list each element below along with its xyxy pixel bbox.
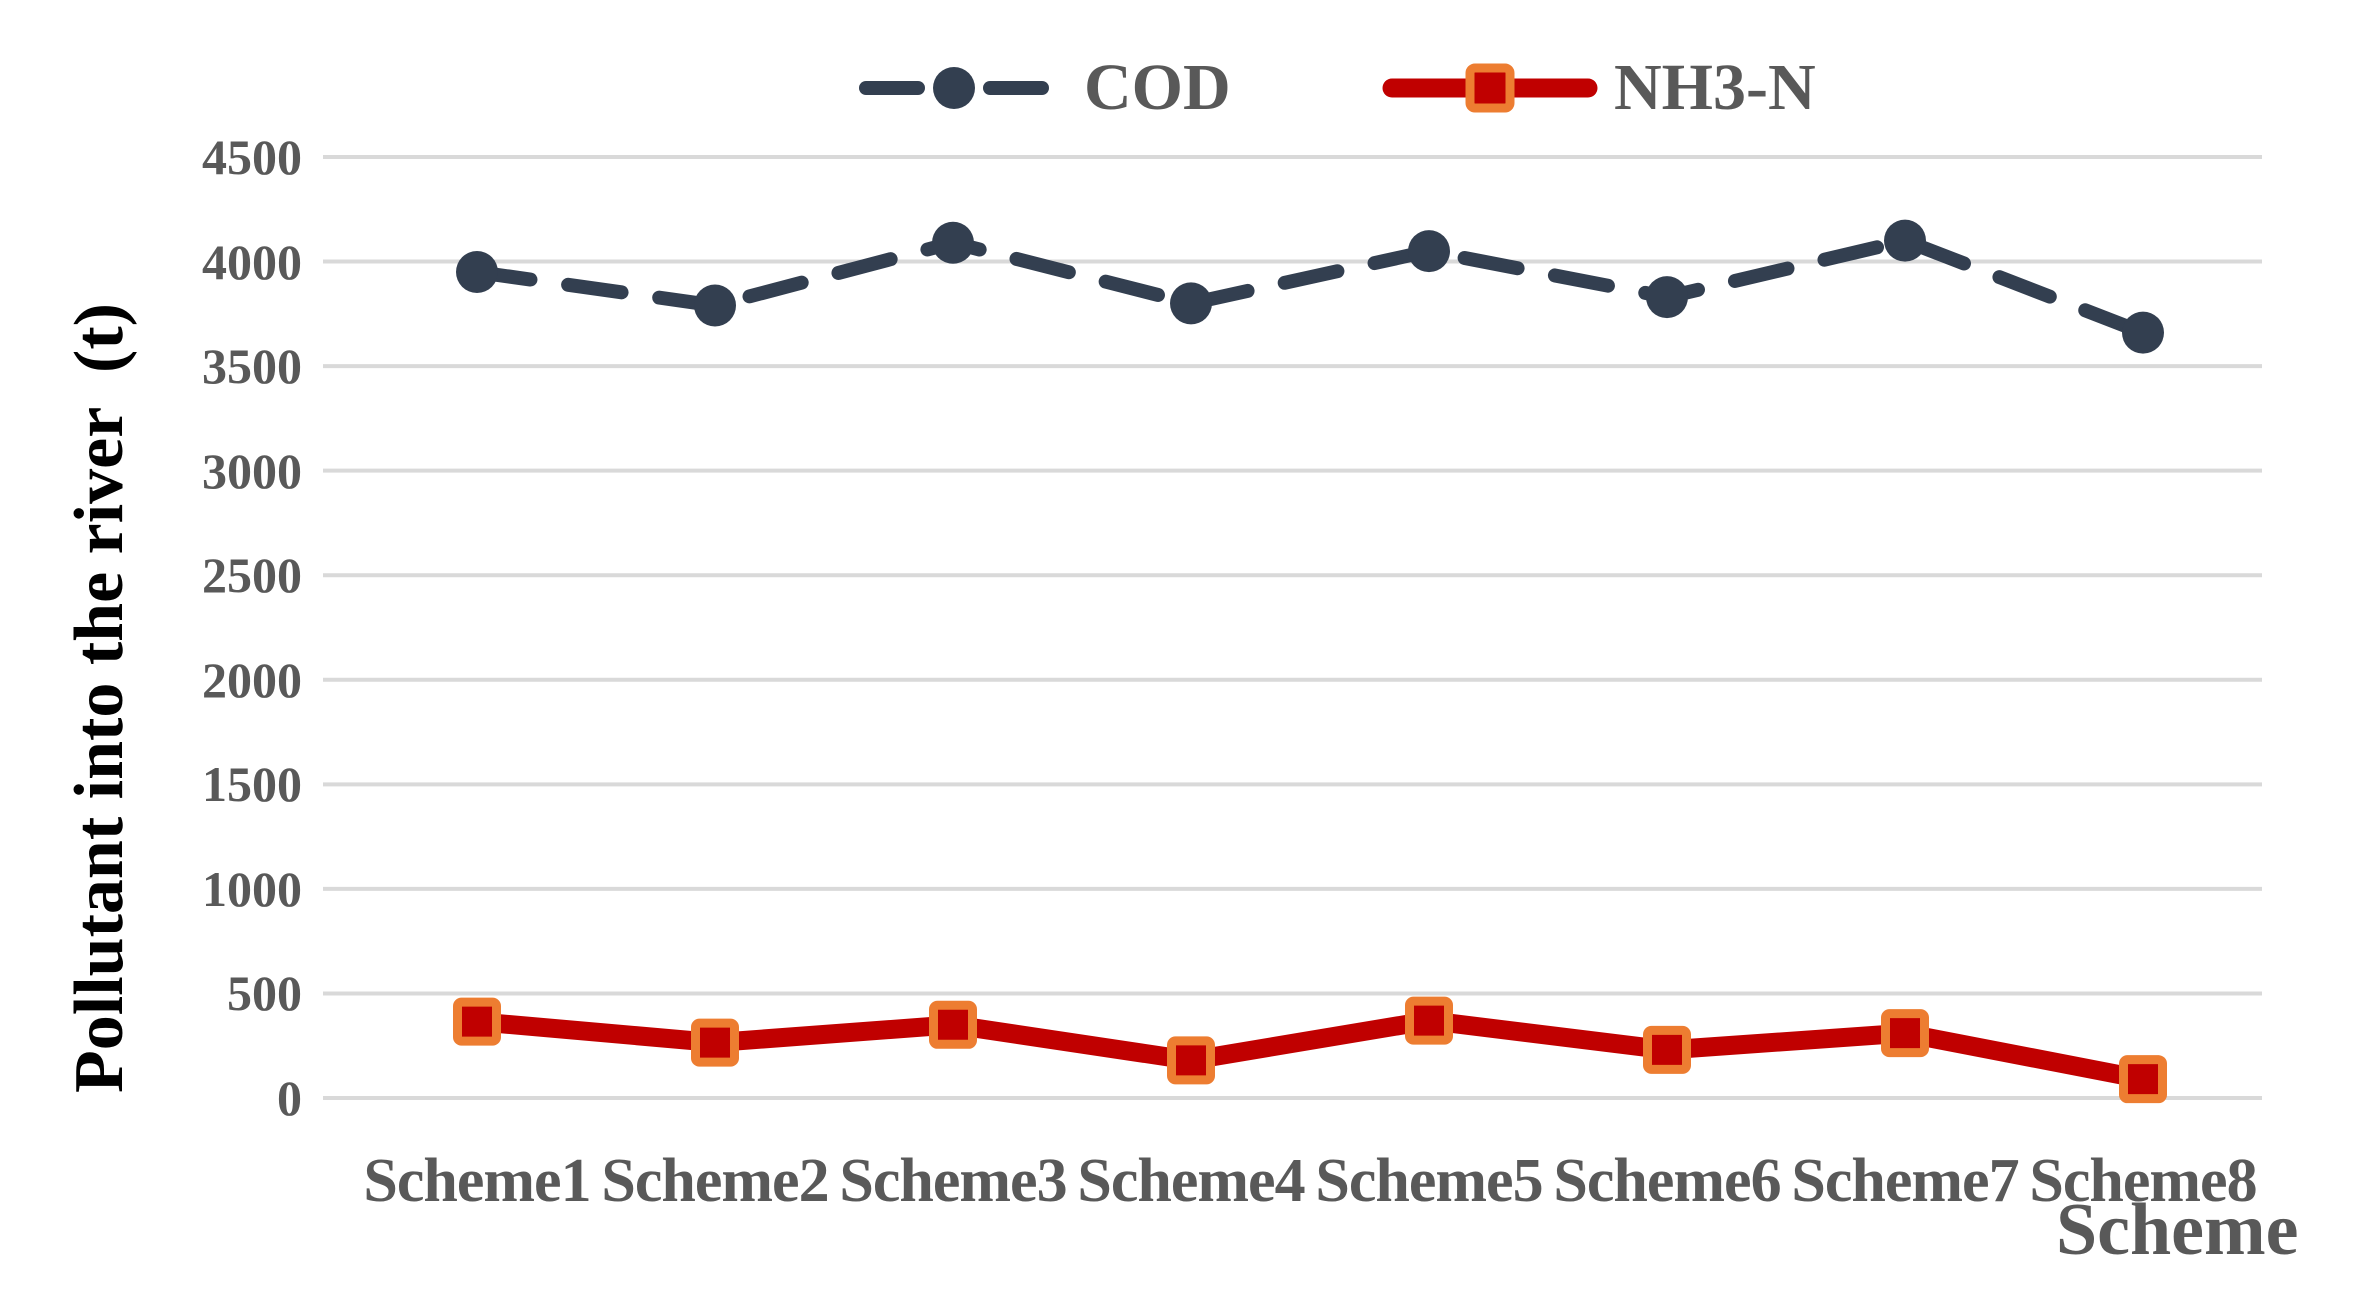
legend-label-nh3n: NH3-N [1614,51,1816,124]
y-tick-label-0: 0 [277,1070,302,1126]
cod-series-line [470,233,2150,340]
cod-marker-scheme3 [932,221,974,264]
nh3n-marker-scheme5 [1405,996,1453,1045]
y-tick-label-500: 500 [227,965,302,1022]
y-tick-label-1500: 1500 [202,756,302,813]
y-tick-label-2500: 2500 [202,547,302,604]
nh3n-marker-scheme4 [1167,1036,1215,1085]
nh3n-marker-scheme8 [2119,1055,2167,1104]
x-label-scheme7: Scheme7 [1791,1147,2019,1215]
y-tick-label-4500: 4500 [202,129,302,185]
x-label-scheme1: Scheme1 [363,1147,591,1215]
cod-marker-scheme6 [1646,276,1688,319]
nh3n-marker-scheme7 [1881,1009,1929,1058]
x-label-scheme4: Scheme4 [1077,1147,1305,1215]
cod-marker-scheme2 [694,284,736,327]
cod-marker-scheme7 [1884,219,1926,262]
legend-item-cod: COD [856,50,1231,126]
y-tick-label-1000: 1000 [202,860,302,917]
cod-dashed-line-swatch [859,67,1049,109]
y-axis-title: Pollutant into the river (t) [61,303,138,1093]
y-tick-label-3000: 3000 [202,442,302,499]
nh3n-series-line [476,1011,2145,1089]
y-tick-label-3500: 3500 [202,338,302,395]
x-label-scheme3: Scheme3 [839,1147,1067,1215]
legend-item-nh3n: NH3-N [1382,50,1816,126]
nh3n-marker-scheme3 [929,1000,977,1049]
legend-label-cod: COD [1084,51,1231,124]
x-label-scheme6: Scheme6 [1553,1147,1781,1215]
cod-marker-scheme8 [2122,311,2164,354]
y-tick-label-4000: 4000 [202,233,302,290]
nh3n-marker-scheme1 [453,997,501,1046]
x-axis-title: Scheme [2056,1189,2299,1271]
cod-marker-scheme5 [1408,230,1450,273]
nh3n-marker-scheme6 [1643,1025,1691,1074]
nh3n-marker-scheme2 [691,1018,739,1067]
x-label-scheme2: Scheme2 [601,1147,829,1215]
y-tick-label-2000: 2000 [202,651,302,708]
cod-marker-scheme4 [1170,282,1212,325]
x-label-scheme5: Scheme5 [1315,1147,1543,1215]
x-label-scheme8: Scheme8 [2029,1147,2257,1215]
cod-marker-scheme1 [456,251,498,294]
nh3n-solid-line-swatch [1382,63,1598,113]
